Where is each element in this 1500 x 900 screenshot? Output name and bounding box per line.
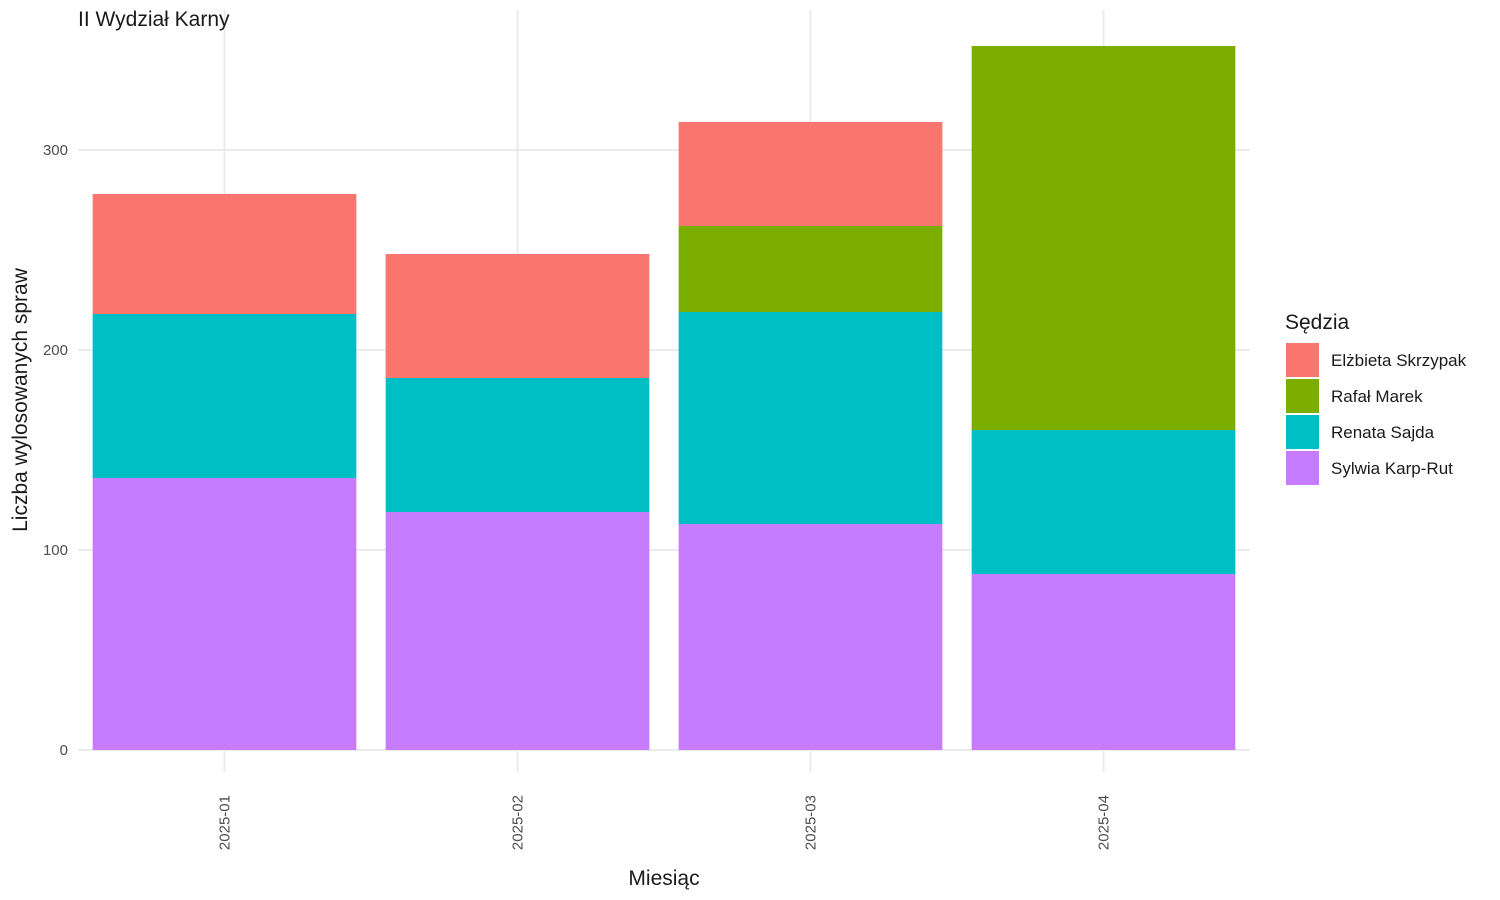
y-tick-label-100: 100	[43, 542, 68, 559]
bar-2025-04-sylwia-karp-rut	[971, 574, 1236, 750]
bar-2025-03-renata-sajda	[678, 312, 943, 524]
bars-layer	[92, 46, 1236, 750]
bar-2025-04-rafa-marek	[971, 46, 1236, 430]
x-axis-title: Miesiąc	[628, 867, 699, 890]
legend-label-sylwia-karp-rut: Sylwia Karp-Rut	[1331, 459, 1453, 478]
legend-label-el-bieta-skrzypak: Elżbieta Skrzypak	[1331, 351, 1467, 370]
bar-2025-03-el-bieta-skrzypak	[678, 122, 943, 226]
x-tick-label-2025-04: 2025-04	[1096, 795, 1113, 850]
x-tick-label-2025-03: 2025-03	[803, 795, 820, 850]
chart-title: II Wydział Karny	[78, 8, 230, 31]
bar-2025-01-renata-sajda	[92, 314, 357, 478]
legend-items: Elżbieta Skrzypak Rafał Marek Renata Sajda…	[1286, 343, 1467, 485]
legend-key-renata-sajda	[1286, 415, 1319, 449]
bar-2025-03-sylwia-karp-rut	[678, 524, 943, 750]
bar-2025-02-renata-sajda	[385, 378, 650, 512]
y-axis-ticks: 0 100 200 300	[43, 142, 68, 759]
x-axis-ticks: 2025-01 2025-02 2025-03 2025-04	[217, 795, 1113, 850]
y-tick-label-300: 300	[43, 142, 68, 159]
legend-key-sylwia-karp-rut	[1286, 451, 1319, 485]
bar-2025-01-sylwia-karp-rut	[92, 478, 357, 750]
legend-key-el-bieta-skrzypak	[1286, 343, 1319, 377]
legend-label-rafa-marek: Rafał Marek	[1331, 387, 1423, 406]
bar-2025-01-el-bieta-skrzypak	[92, 194, 357, 314]
y-tick-label-200: 200	[43, 342, 68, 359]
legend-key-rafa-marek	[1286, 379, 1319, 413]
legend: Sędzia Elżbieta Skrzypak Rafał Marek Renat…	[1285, 311, 1467, 485]
bar-2025-03-rafa-marek	[678, 226, 943, 312]
legend-label-renata-sajda: Renata Sajda	[1331, 423, 1435, 442]
x-tick-label-2025-02: 2025-02	[510, 795, 527, 850]
legend-title: Sędzia	[1285, 311, 1350, 334]
bar-2025-02-el-bieta-skrzypak	[385, 254, 650, 378]
y-axis-title: Liczba wylosowanych spraw	[9, 267, 32, 532]
bar-2025-04-renata-sajda	[971, 430, 1236, 574]
bar-2025-02-sylwia-karp-rut	[385, 512, 650, 750]
y-tick-label-0: 0	[60, 742, 68, 759]
x-tick-label-2025-01: 2025-01	[217, 795, 234, 850]
